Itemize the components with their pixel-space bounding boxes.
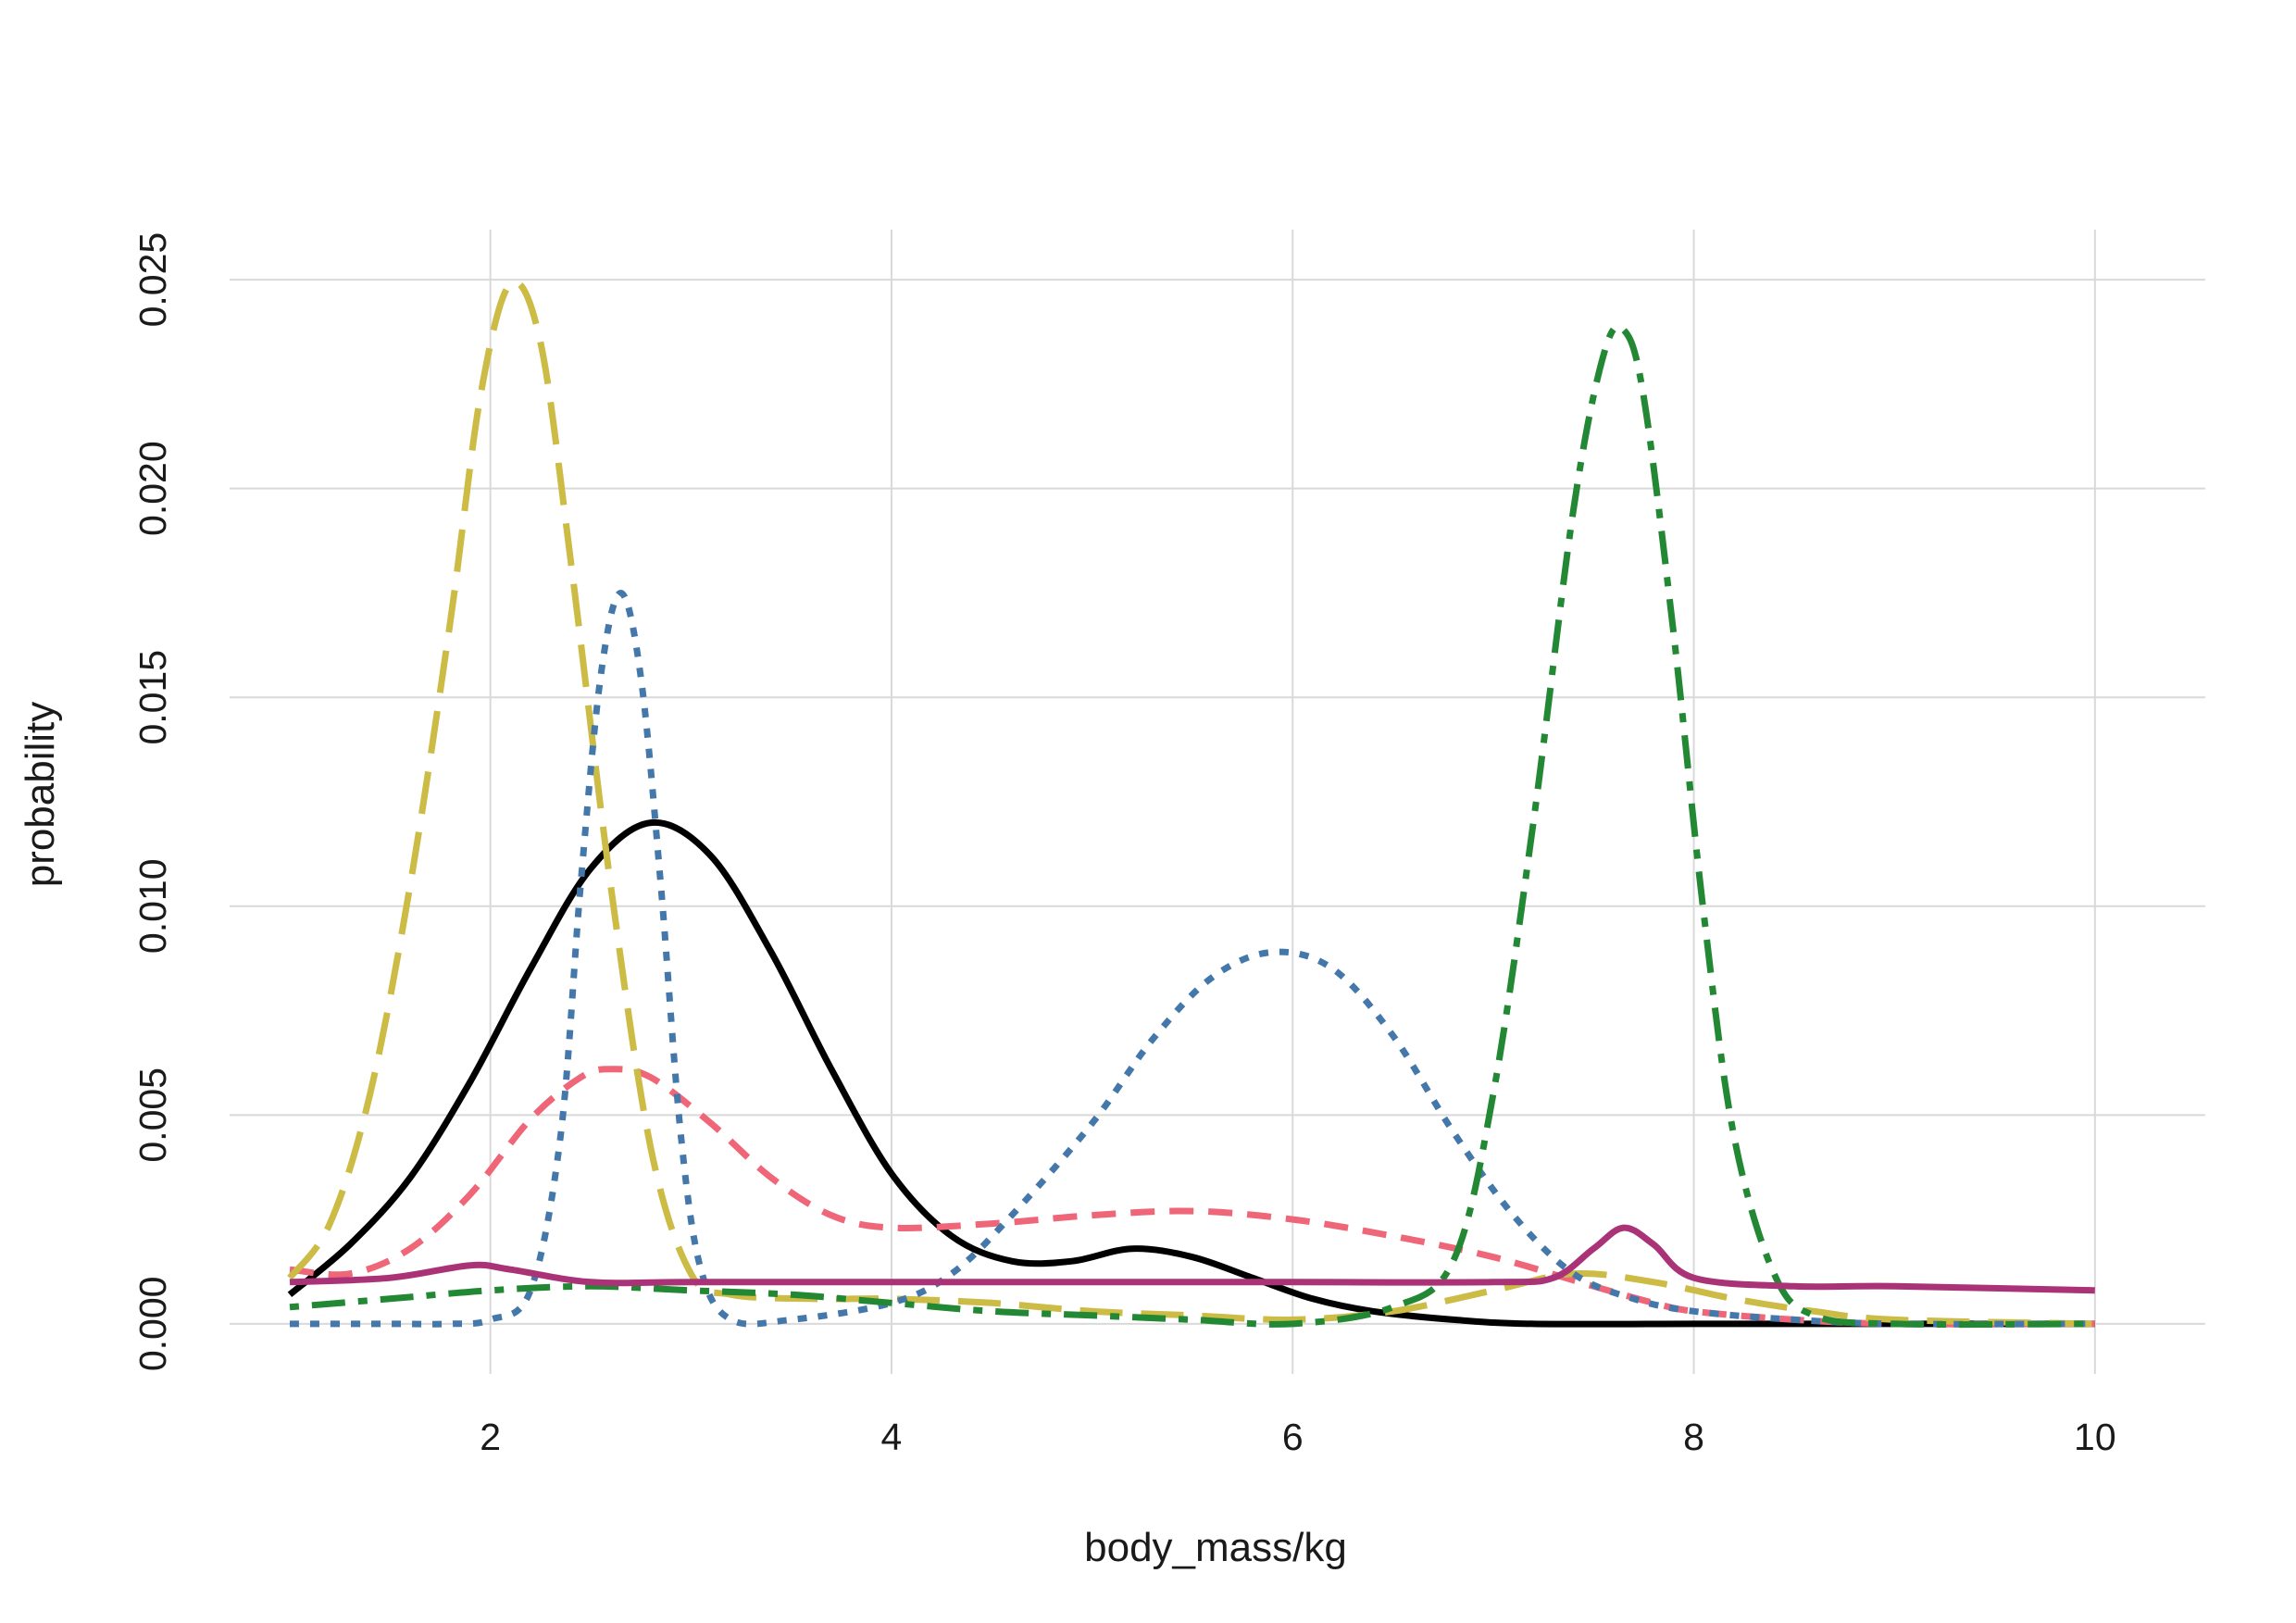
x-tick-label: 2 <box>480 1416 501 1458</box>
x-tick-labels: 2 4 6 8 10 <box>480 1416 2115 1458</box>
series-layer <box>287 279 2095 1329</box>
x-tick-label: 6 <box>1282 1416 1304 1458</box>
y-tick-label: 0.015 <box>131 650 174 745</box>
series-line-6 <box>289 1224 2095 1294</box>
y-tick-label: 0.020 <box>131 441 174 536</box>
y-tick-label: 0.000 <box>131 1277 174 1372</box>
series-line-5 <box>289 323 2095 1329</box>
y-tick-label: 0.025 <box>131 232 174 328</box>
x-tick-label: 8 <box>1683 1416 1704 1458</box>
x-tick-label: 4 <box>881 1416 903 1458</box>
x-tick-label: 10 <box>2074 1416 2116 1458</box>
series-line-1 <box>287 818 2095 1328</box>
y-tick-labels: 0.000 0.005 0.010 0.015 0.020 0.025 <box>131 232 174 1371</box>
series-line-3 <box>287 279 2095 1328</box>
y-tick-label: 0.010 <box>131 858 174 954</box>
x-axis-title: body_mass/kg <box>1084 1525 1347 1570</box>
y-axis-title: probability <box>18 702 63 888</box>
y-tick-label: 0.005 <box>131 1067 174 1163</box>
grid-layer <box>230 230 2205 1374</box>
series-line-4 <box>289 590 2095 1328</box>
